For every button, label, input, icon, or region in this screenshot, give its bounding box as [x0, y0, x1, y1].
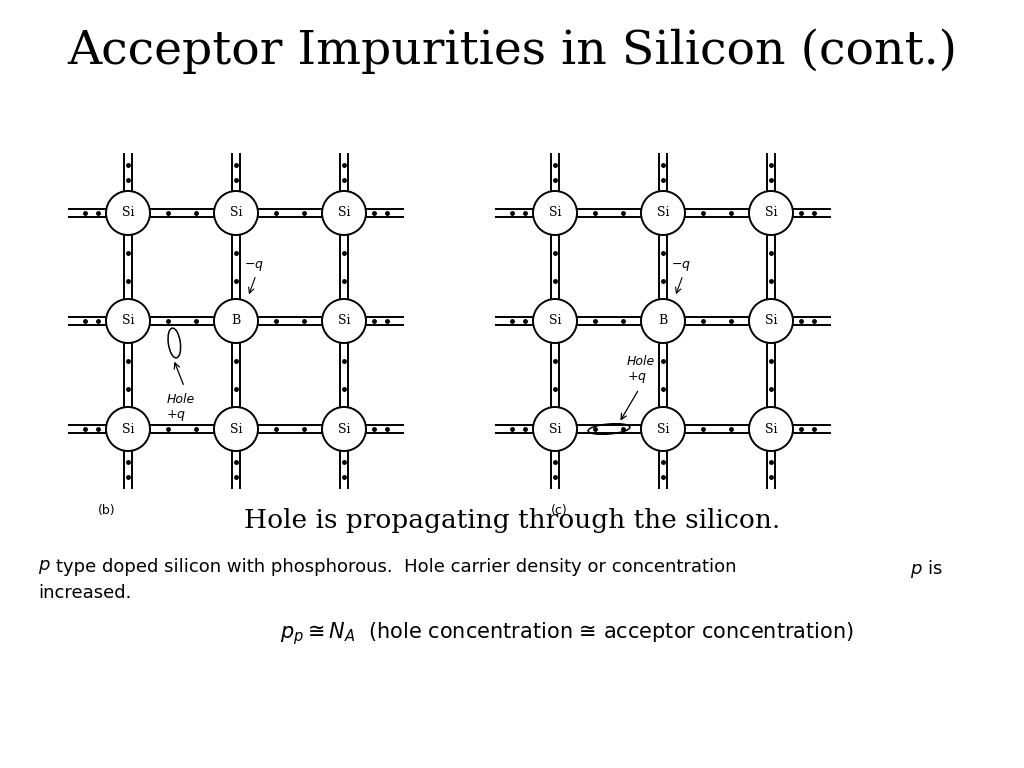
Circle shape — [641, 299, 685, 343]
Text: Si: Si — [229, 207, 243, 220]
Circle shape — [641, 191, 685, 235]
Text: B: B — [658, 315, 668, 327]
Text: Si: Si — [122, 315, 134, 327]
Text: Si: Si — [549, 207, 561, 220]
Circle shape — [322, 191, 366, 235]
Text: Hole
$+q$: Hole $+q$ — [166, 393, 195, 423]
Text: Si: Si — [549, 315, 561, 327]
Text: Si: Si — [229, 422, 243, 435]
Text: Hole
$+q$: Hole $+q$ — [627, 355, 655, 385]
Circle shape — [534, 299, 577, 343]
Text: Si: Si — [122, 207, 134, 220]
Circle shape — [214, 299, 258, 343]
Text: Si: Si — [122, 422, 134, 435]
Text: Si: Si — [549, 422, 561, 435]
Text: $-q$: $-q$ — [671, 259, 691, 273]
Text: (c): (c) — [551, 504, 567, 517]
Circle shape — [106, 191, 150, 235]
Text: Si: Si — [338, 422, 350, 435]
Circle shape — [106, 407, 150, 451]
Circle shape — [534, 191, 577, 235]
Text: $-q$: $-q$ — [244, 259, 264, 273]
Text: Si: Si — [656, 422, 670, 435]
Circle shape — [641, 407, 685, 451]
Text: $p_p \cong N_A$  (hole concentration ≅ acceptor concentration): $p_p \cong N_A$ (hole concentration ≅ ac… — [280, 620, 854, 647]
Circle shape — [322, 407, 366, 451]
Text: Si: Si — [765, 315, 777, 327]
Circle shape — [749, 299, 793, 343]
Text: Si: Si — [338, 315, 350, 327]
Text: $p$ is: $p$ is — [910, 558, 943, 580]
Text: Si: Si — [765, 422, 777, 435]
Circle shape — [214, 191, 258, 235]
Text: B: B — [231, 315, 241, 327]
Circle shape — [322, 299, 366, 343]
Text: type doped silicon with phosphorous.  Hole carrier density or concentration: type doped silicon with phosphorous. Hol… — [56, 558, 736, 576]
Text: increased.: increased. — [38, 584, 131, 602]
Text: Si: Si — [656, 207, 670, 220]
Text: $p$: $p$ — [38, 558, 50, 576]
Circle shape — [534, 407, 577, 451]
Circle shape — [749, 407, 793, 451]
Circle shape — [106, 299, 150, 343]
Text: Acceptor Impurities in Silicon (cont.): Acceptor Impurities in Silicon (cont.) — [67, 28, 957, 74]
Text: Si: Si — [338, 207, 350, 220]
Text: Hole is propagating through the silicon.: Hole is propagating through the silicon. — [244, 508, 780, 533]
Circle shape — [214, 407, 258, 451]
Text: (b): (b) — [98, 504, 116, 517]
Circle shape — [749, 191, 793, 235]
Text: Si: Si — [765, 207, 777, 220]
